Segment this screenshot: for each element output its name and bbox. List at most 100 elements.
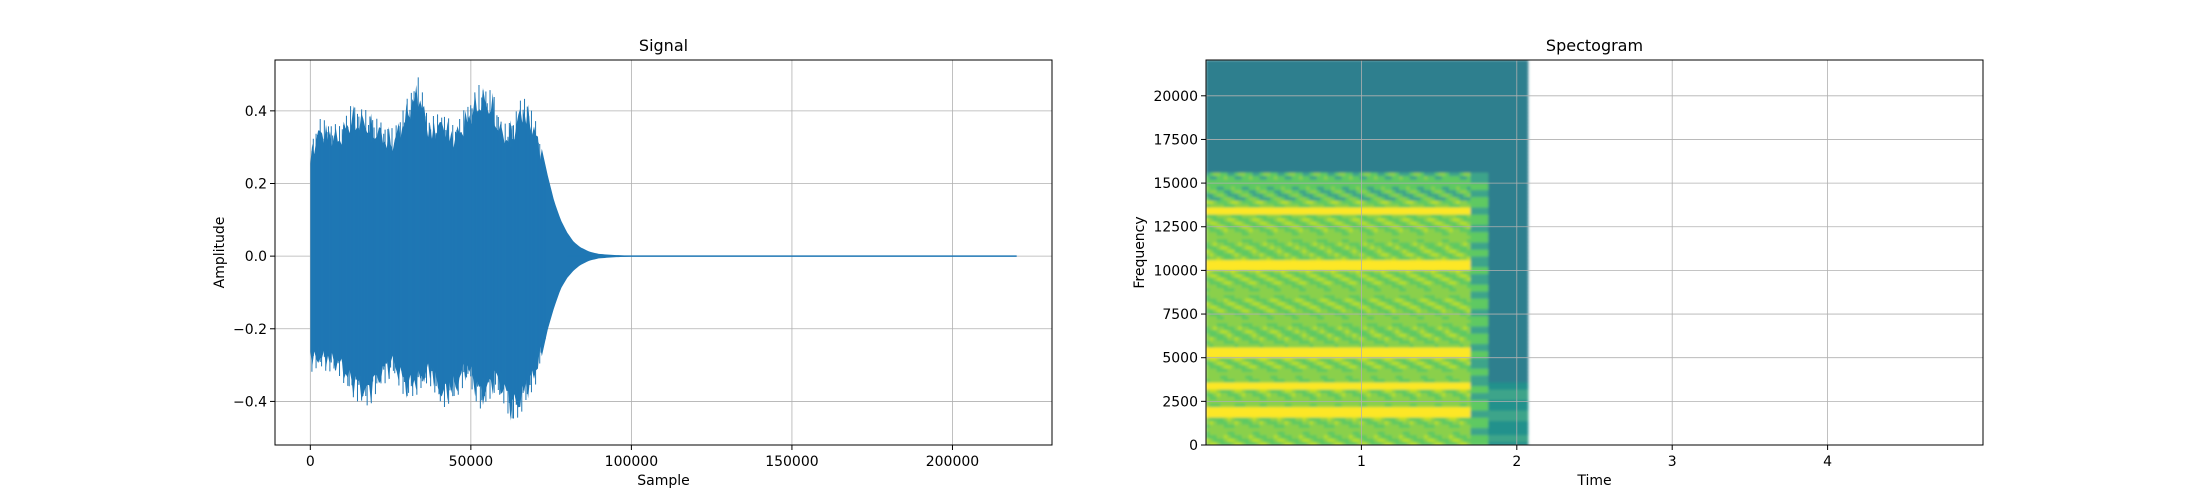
spectrogram-cell	[1213, 291, 1218, 296]
spectrogram-cell	[1209, 270, 1214, 275]
spectrogram-cell	[1320, 67, 1325, 72]
spectrogram-cell	[1331, 102, 1336, 107]
spectrogram-cell	[1231, 126, 1236, 131]
spectrogram-cell	[1288, 329, 1293, 334]
spectrogram-cell	[1252, 144, 1257, 149]
spectrogram-cell	[1259, 385, 1264, 390]
spectrogram-cell	[1238, 256, 1243, 261]
spectrogram-cell	[1356, 242, 1361, 247]
spectrogram-cell	[1223, 203, 1229, 208]
spectrogram-cell	[1223, 298, 1229, 303]
spectrogram-cell	[1252, 84, 1257, 89]
spectrogram-cell	[1245, 319, 1250, 324]
spectrogram-cell	[1252, 140, 1257, 145]
spectrogram-cell	[1281, 165, 1286, 170]
spectrogram-cell	[1291, 123, 1296, 128]
spectrogram-cell	[1245, 329, 1250, 334]
spectrogram-cell	[1323, 403, 1329, 408]
spectrogram-cell	[1291, 147, 1296, 152]
spectrogram-cell	[1309, 189, 1314, 194]
spectrogram-cell	[1234, 343, 1239, 348]
spectrogram-cell	[1320, 228, 1325, 233]
spectrogram-cell	[1316, 410, 1321, 415]
spectrogram-cell	[1213, 273, 1218, 278]
spectrogram-cell	[1252, 273, 1257, 278]
spectrogram-cell	[1334, 263, 1339, 268]
spectrogram-cell	[1309, 354, 1314, 359]
spectrogram-cell	[1334, 193, 1339, 198]
spectrogram-cell	[1348, 70, 1354, 75]
spectrogram-cell	[1331, 67, 1336, 72]
spectrogram-cell	[1209, 67, 1214, 72]
spectrogram-cell	[1223, 291, 1229, 296]
spectrogram-cell	[1209, 298, 1214, 303]
spectrogram-cell	[1248, 242, 1254, 247]
spectrogram-cell	[1345, 165, 1350, 170]
spectrogram-cell	[1252, 347, 1257, 352]
spectrogram-cell	[1284, 343, 1289, 348]
spectrogram-cell	[1302, 186, 1307, 191]
spectrogram-cell	[1245, 347, 1250, 352]
spectrogram-cell	[1341, 109, 1346, 114]
spectrogram-cell	[1252, 179, 1257, 184]
spectrogram-cell	[1270, 193, 1275, 198]
spectrogram-cell	[1281, 298, 1286, 303]
spectrogram-cell	[1288, 95, 1293, 100]
spectrogram-cell	[1209, 207, 1214, 212]
spectrogram-cell	[1245, 291, 1250, 296]
spectrogram-cell	[1298, 95, 1304, 100]
spectrogram-cell	[1316, 368, 1321, 373]
spectrogram-cell	[1220, 189, 1225, 194]
spectrogram-cell	[1277, 392, 1282, 397]
spectrogram-cell	[1284, 357, 1289, 362]
spectrogram-cell	[1277, 207, 1282, 212]
spectrogram-cell	[1248, 88, 1254, 93]
spectrogram-cell	[1259, 263, 1264, 268]
spectrogram-cell	[1295, 158, 1300, 163]
spectrogram-cell	[1338, 154, 1343, 159]
spectrogram-cell	[1245, 196, 1250, 201]
spectrogram-cell	[1227, 347, 1232, 352]
spectrogram-cell	[1206, 280, 1211, 285]
spectrogram-cell	[1252, 126, 1257, 131]
spectrogram-cell	[1209, 126, 1214, 131]
spectrogram-cell	[1231, 203, 1236, 208]
spectrogram-cell	[1306, 431, 1311, 436]
spectrogram-cell	[1298, 151, 1304, 156]
spectrogram-cell	[1227, 77, 1232, 82]
spectrogram-cell	[1220, 168, 1225, 173]
spectrogram-cell	[1334, 133, 1339, 138]
spectrogram-cell	[1252, 350, 1257, 355]
spectrogram-cell	[1277, 105, 1282, 110]
spectrogram-cell	[1220, 340, 1225, 345]
spectrogram-cell	[1238, 112, 1243, 117]
spectrogram-cell	[1323, 273, 1329, 278]
spectrogram-cell	[1273, 228, 1279, 233]
spectrogram-cell	[1206, 424, 1211, 429]
spectrogram-cell	[1277, 154, 1282, 159]
spectrogram-cell	[1316, 357, 1321, 362]
spectrogram-cell	[1252, 329, 1257, 334]
spectrogram-cell	[1252, 305, 1257, 310]
spectrogram-cell	[1227, 259, 1232, 264]
spectrogram-cell	[1331, 273, 1336, 278]
spectrogram-cell	[1248, 270, 1254, 275]
spectrogram-cell	[1270, 406, 1275, 411]
spectrogram-cell	[1288, 410, 1293, 415]
spectrogram-cell	[1216, 270, 1221, 275]
spectrogram-cell	[1227, 315, 1232, 320]
spectrogram-cell	[1348, 91, 1354, 96]
spectrogram-cell	[1302, 403, 1307, 408]
spectrogram-cell	[1288, 420, 1293, 425]
spectrogram-cell	[1288, 431, 1293, 436]
spectrogram-cell	[1331, 119, 1336, 124]
spectrogram-cell	[1256, 424, 1261, 429]
spectrogram-cell	[1334, 123, 1339, 128]
spectrogram-cell	[1327, 154, 1332, 159]
spectrogram-cell	[1323, 361, 1329, 366]
spectrogram-cell	[1320, 60, 1325, 65]
spectrogram-cell	[1206, 109, 1211, 114]
spectrogram-cell	[1256, 123, 1261, 128]
spectrogram-cell	[1306, 172, 1311, 177]
spectrogram-cell	[1327, 189, 1332, 194]
